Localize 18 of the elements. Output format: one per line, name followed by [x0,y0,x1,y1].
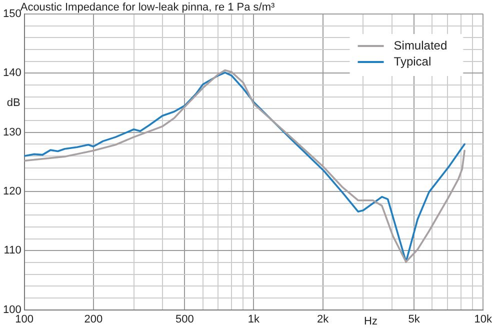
x-tick-label: 200 [84,313,103,326]
y-tick-label: 120 [2,186,22,198]
x-tick-label: 500 [176,313,194,326]
x-tick-label: 10k [474,313,492,326]
x-tick-label: 1k [248,313,260,326]
y-tick-label: 110 [4,244,22,257]
y-tick-label: 130 [2,126,22,138]
y-tick-label: 150 [2,8,22,20]
legend-label: Simulated [394,38,448,52]
x-axis-title: Hz [364,315,378,328]
chart-title: Acoustic Impedance for low-leak pinna, re 1 Pa s/m³ [20,2,276,14]
x-tick-label: 100 [15,313,34,326]
y-tick-label: 140 [2,67,22,80]
y-tick-label: 100 [2,304,22,316]
x-tick-label: 2k [316,313,330,326]
x-tick-label: 5k [408,313,420,326]
legend-label: Typical [394,54,432,68]
y-axis-title: dB [6,96,20,109]
